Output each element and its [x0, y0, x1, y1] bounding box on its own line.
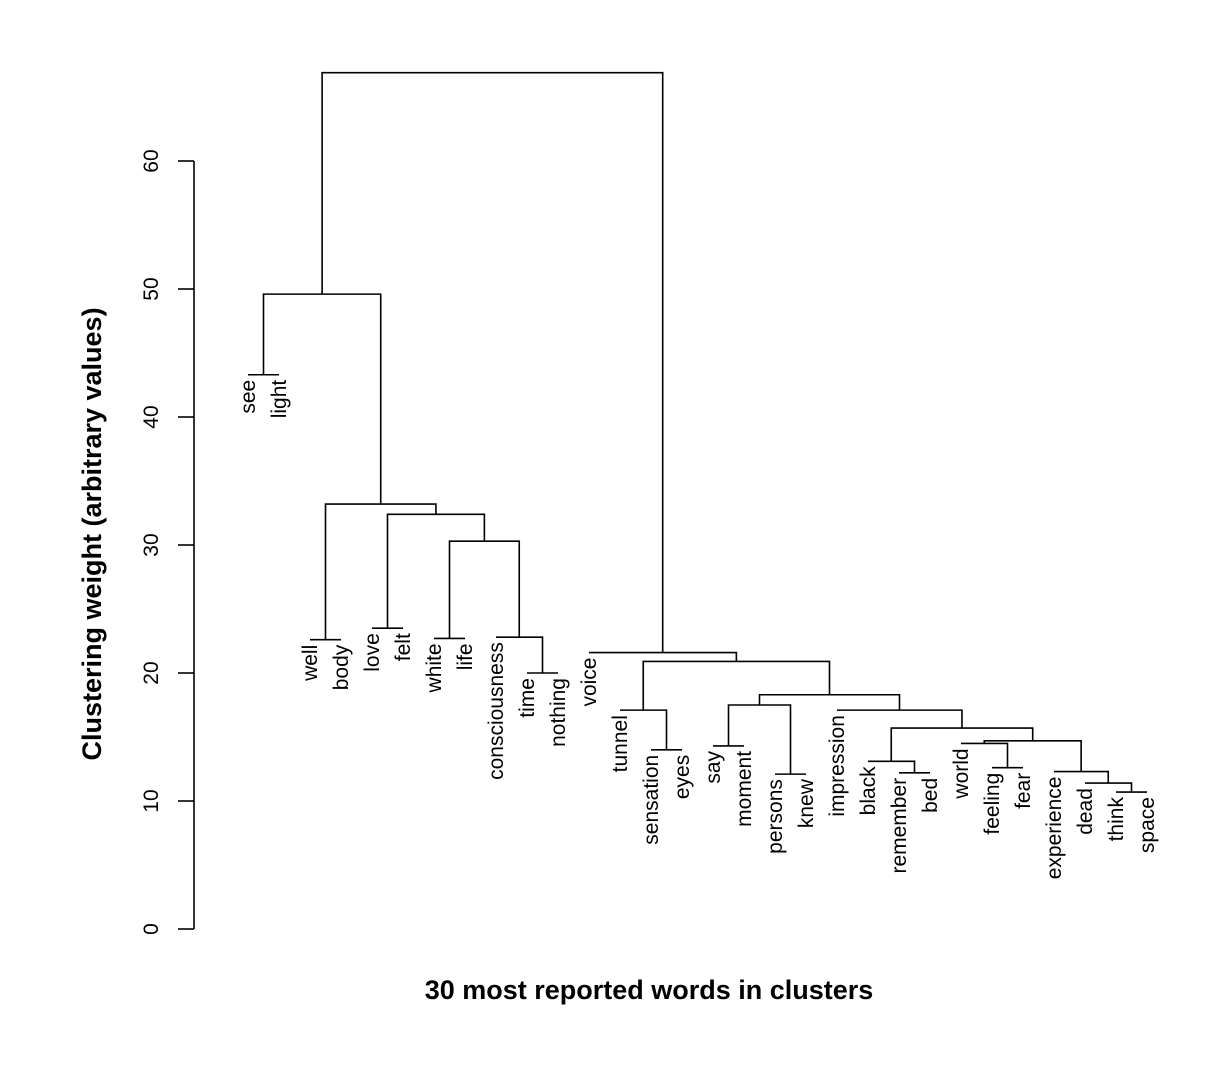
y-tick-label: 10 — [140, 789, 163, 812]
dendrogram-link — [448, 540, 521, 639]
leaf-label: black — [857, 766, 880, 816]
leaf-label: fear — [1012, 773, 1035, 809]
leaf-label: feeling — [981, 773, 1004, 835]
leaf-label: impression — [826, 715, 849, 817]
dendrogram-link — [321, 71, 664, 653]
leaf-label: tunnel — [609, 715, 632, 772]
y-tick-label: 0 — [140, 923, 163, 935]
y-axis-title: Clustering weight (arbitrary values) — [77, 307, 107, 760]
leaf-label: remember — [888, 778, 911, 874]
leaf-label: sensation — [640, 755, 663, 845]
dendrogram-link — [961, 742, 1009, 768]
dendrogram-link — [589, 651, 738, 662]
leaf-label: life — [454, 643, 477, 670]
dendrogram-link — [324, 503, 437, 640]
leaf-label: say — [702, 750, 725, 783]
y-ticks: 0 10 20 30 40 50 60 — [140, 149, 194, 935]
leaf-label: space — [1136, 797, 1159, 853]
leaf-label: love — [361, 633, 384, 672]
leaf-label: think — [1105, 797, 1128, 842]
dendrogram-links — [248, 71, 1147, 793]
leaf-label: felt — [392, 633, 415, 661]
leaf-label: nothing — [547, 678, 570, 747]
y-tick-label: 50 — [140, 277, 163, 300]
leaf-label: world — [950, 748, 973, 799]
leaf-label: consciousness — [485, 642, 508, 780]
leaf-label: time — [516, 678, 539, 718]
leaf-label: well — [299, 645, 322, 682]
leaf-label: eyes — [671, 755, 694, 799]
x-axis-title: 30 most reported words in clusters — [425, 975, 874, 1005]
y-tick-label: 40 — [140, 405, 163, 428]
leaf-label: experience — [1043, 777, 1066, 880]
leaf-labels: see light well body love felt white life conscio… — [237, 380, 1159, 880]
dendrogram-link — [386, 513, 486, 629]
leaf-label: knew — [795, 778, 818, 828]
dendrogram-link — [1085, 782, 1133, 793]
leaf-label: voice — [578, 658, 601, 707]
leaf-label: moment — [733, 751, 756, 827]
dendrogram-link — [620, 709, 668, 750]
y-tick-label: 30 — [140, 533, 163, 556]
dendrogram-link — [496, 636, 544, 673]
dendrogram-link — [1054, 770, 1110, 784]
dendrogram-link — [837, 709, 963, 729]
leaf-label: white — [423, 643, 446, 693]
leaf-label: body — [330, 644, 353, 690]
dendrogram-link — [758, 693, 901, 711]
leaf-label: bed — [919, 778, 942, 813]
y-tick-label: 60 — [140, 149, 163, 172]
leaf-label: persons — [764, 779, 787, 854]
leaf-label: light — [268, 380, 291, 419]
y-tick-label: 20 — [140, 661, 163, 684]
leaf-label: see — [237, 380, 260, 414]
dendrogram-link — [642, 660, 831, 711]
dendrogram-link — [868, 760, 916, 773]
leaf-label: dead — [1074, 788, 1097, 835]
